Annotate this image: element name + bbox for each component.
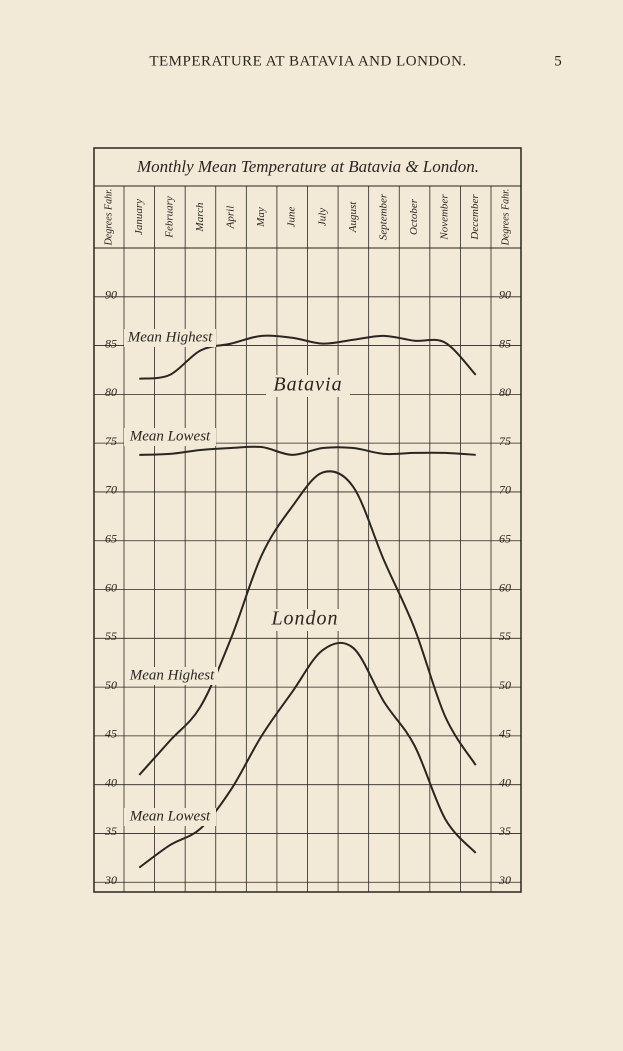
y-tick-label-right: 80 [499, 385, 511, 399]
y-tick-label-right: 30 [498, 873, 511, 887]
label-backing [124, 808, 216, 826]
y-tick-label-right: 35 [498, 824, 511, 838]
label-backing [126, 667, 218, 685]
series-line [138, 641, 477, 869]
y-tick-label: 45 [105, 727, 117, 741]
y-tick-label-right: 40 [499, 775, 511, 789]
y-tick-label: 65 [105, 531, 117, 545]
x-tick-label: January [133, 199, 145, 235]
y-tick-label-right: 90 [499, 288, 511, 302]
running-head: TEMPERATURE AT BATAVIA AND LONDON. [149, 53, 466, 69]
series-line [138, 470, 477, 776]
y-tick-label: 60 [105, 580, 117, 594]
x-tick-label: June [286, 207, 298, 228]
page-number: 5 [554, 53, 562, 69]
y-tick-label: 75 [105, 434, 117, 448]
annotation-backing [263, 609, 347, 631]
y-tick-label-right: 65 [499, 531, 511, 545]
y-tick-label: 80 [105, 385, 117, 399]
series-label: Mean Lowest [129, 428, 211, 444]
label-backing [124, 428, 216, 446]
y-tick-label: 40 [105, 775, 117, 789]
series-line [139, 334, 477, 380]
x-tick-label: May [255, 207, 267, 228]
y-tick-label-right: 85 [499, 336, 511, 350]
x-tick-label: September [377, 193, 389, 240]
x-tick-label: April [225, 206, 237, 230]
x-tick-label: March [194, 202, 206, 232]
x-tick-label: July [316, 208, 328, 226]
x-tick-label: October [408, 198, 420, 235]
y-tick-label: 70 [105, 483, 117, 497]
y-axis-label-right: Degrees Fahr. [500, 189, 511, 247]
chart-title: Monthly Mean Temperature at Batavia & Lo… [136, 157, 479, 176]
y-tick-label-right: 70 [499, 483, 511, 497]
annotation-backing [266, 375, 350, 397]
x-tick-label: August [347, 201, 359, 234]
x-tick-label: November [439, 194, 451, 241]
y-tick-label: 50 [105, 678, 117, 692]
series-label: Mean Highest [129, 667, 215, 683]
y-tick-label-right: 45 [499, 727, 511, 741]
y-tick-label-right: 60 [499, 580, 511, 594]
y-tick-label: 35 [104, 824, 117, 838]
series-label: Mean Lowest [129, 808, 211, 824]
series-line [139, 445, 476, 456]
y-tick-label-right: 75 [499, 434, 511, 448]
y-tick-label: 85 [105, 336, 117, 350]
y-tick-label: 90 [105, 288, 117, 302]
y-tick-label: 55 [105, 629, 117, 643]
y-axis-label: Degrees Fahr. [103, 189, 114, 247]
x-tick-label: December [469, 194, 481, 241]
label-backing [124, 329, 216, 347]
y-tick-label-right: 50 [499, 678, 511, 692]
annotation: London [270, 608, 338, 630]
y-tick-label: 30 [104, 873, 117, 887]
annotation: Batavia [273, 374, 342, 396]
series-label: Mean Highest [127, 329, 213, 345]
y-tick-label-right: 55 [499, 629, 511, 643]
x-tick-label: February [163, 196, 175, 239]
